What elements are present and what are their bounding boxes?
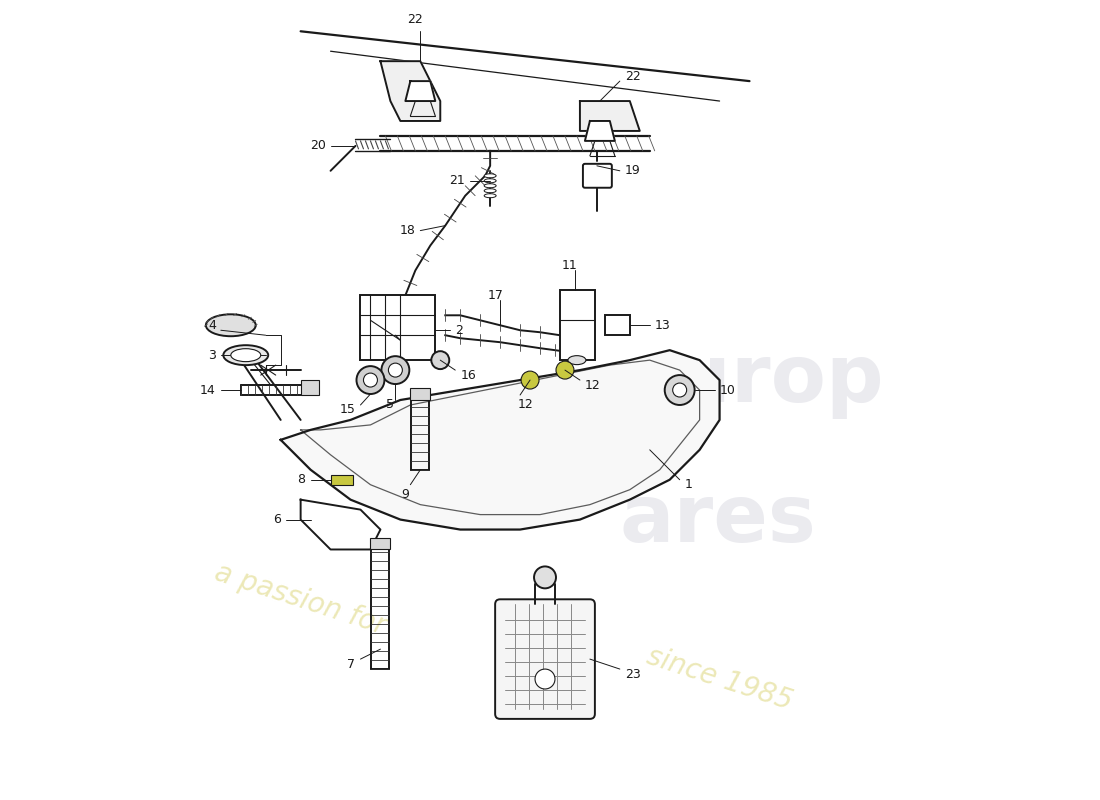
Text: 12: 12 xyxy=(517,398,532,411)
Ellipse shape xyxy=(568,356,586,365)
Bar xyxy=(410,388,430,400)
Ellipse shape xyxy=(231,349,261,362)
Text: 8: 8 xyxy=(298,474,306,486)
Circle shape xyxy=(534,566,556,588)
FancyBboxPatch shape xyxy=(583,164,612,188)
Text: 4: 4 xyxy=(208,318,216,332)
Polygon shape xyxy=(280,350,719,530)
Circle shape xyxy=(673,383,686,397)
Ellipse shape xyxy=(484,184,496,188)
Text: 23: 23 xyxy=(625,667,640,681)
Circle shape xyxy=(382,356,409,384)
Text: 16: 16 xyxy=(460,369,476,382)
Circle shape xyxy=(363,373,377,387)
Text: 20: 20 xyxy=(310,139,326,152)
Text: 14: 14 xyxy=(200,383,216,397)
Text: 6: 6 xyxy=(273,513,280,526)
Text: europ: europ xyxy=(619,341,884,419)
Text: 22: 22 xyxy=(625,70,640,82)
Circle shape xyxy=(664,375,694,405)
Ellipse shape xyxy=(223,345,268,365)
Text: 18: 18 xyxy=(399,224,416,237)
Text: 19: 19 xyxy=(625,164,640,178)
Polygon shape xyxy=(300,500,381,550)
Ellipse shape xyxy=(206,314,255,336)
Ellipse shape xyxy=(484,174,496,178)
Text: 1: 1 xyxy=(684,478,693,491)
Text: 11: 11 xyxy=(562,259,578,272)
Bar xyxy=(560,290,595,360)
Text: 9: 9 xyxy=(402,488,409,501)
Bar xyxy=(361,295,436,360)
Polygon shape xyxy=(585,121,615,141)
Circle shape xyxy=(356,366,384,394)
Circle shape xyxy=(535,669,556,689)
Ellipse shape xyxy=(484,178,496,182)
Ellipse shape xyxy=(484,189,496,193)
Text: 3: 3 xyxy=(208,349,216,362)
FancyBboxPatch shape xyxy=(495,599,595,719)
Text: since 1985: since 1985 xyxy=(644,642,796,716)
Text: 13: 13 xyxy=(654,318,671,332)
Bar xyxy=(331,474,352,485)
Text: 12: 12 xyxy=(585,378,601,391)
Circle shape xyxy=(431,351,449,369)
Circle shape xyxy=(521,371,539,389)
Text: ares: ares xyxy=(619,481,816,558)
Ellipse shape xyxy=(484,194,496,198)
Text: a passion for: a passion for xyxy=(211,558,390,640)
Polygon shape xyxy=(381,61,440,121)
Circle shape xyxy=(556,361,574,379)
Circle shape xyxy=(388,363,403,377)
Text: 22: 22 xyxy=(407,14,424,26)
Bar xyxy=(371,538,390,550)
Text: 2: 2 xyxy=(455,324,463,337)
Text: 17: 17 xyxy=(487,289,503,302)
Text: 21: 21 xyxy=(450,174,465,187)
Polygon shape xyxy=(580,101,640,131)
Bar xyxy=(605,315,630,335)
Text: 5: 5 xyxy=(386,398,395,411)
Text: 10: 10 xyxy=(719,383,736,397)
Text: 15: 15 xyxy=(340,403,355,417)
Polygon shape xyxy=(406,81,436,101)
Text: 7: 7 xyxy=(348,658,355,670)
Bar xyxy=(300,380,319,395)
